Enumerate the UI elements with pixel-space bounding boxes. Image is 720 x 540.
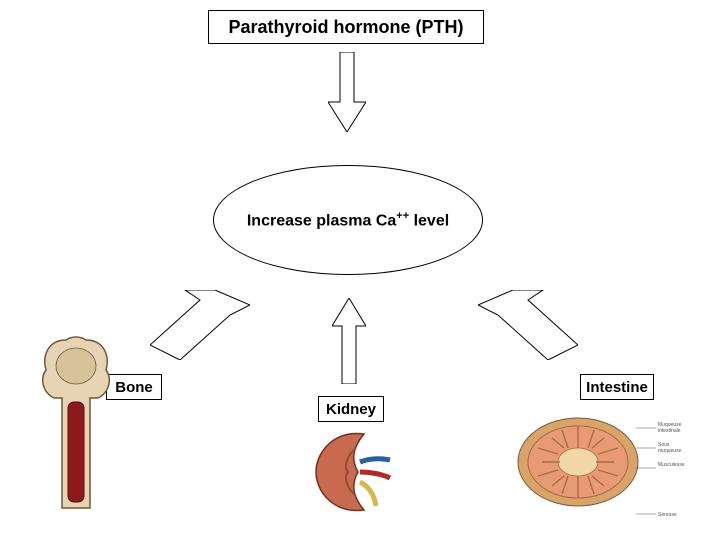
- arrow-from-intestine: [478, 290, 578, 360]
- bone-illustration: [36, 336, 116, 516]
- svg-text:muqueuse: muqueuse: [658, 448, 682, 454]
- intestine-label-box: Intestine: [580, 374, 654, 400]
- kidney-illustration: [310, 428, 394, 516]
- intestine-label: Intestine: [586, 379, 648, 396]
- intestine-illustration: Muqueuse intestinale Sous muqueuse Muscu…: [506, 404, 706, 524]
- center-text: Increase plasma Ca++ level: [247, 210, 449, 230]
- center-ellipse: Increase plasma Ca++ level: [213, 165, 483, 275]
- center-text-main: Increase plasma Ca: [247, 212, 396, 229]
- center-text-after: level: [409, 212, 449, 229]
- svg-text:intestinale: intestinale: [658, 428, 681, 434]
- kidney-label: Kidney: [326, 401, 376, 418]
- arrow-from-bone: [150, 290, 250, 360]
- arrow-down: [328, 52, 366, 132]
- kidney-label-box: Kidney: [318, 396, 384, 422]
- arrow-from-kidney: [332, 298, 366, 384]
- title-box: Parathyroid hormone (PTH): [208, 10, 484, 44]
- title-text: Parathyroid hormone (PTH): [228, 17, 463, 38]
- center-text-sup: ++: [396, 210, 409, 222]
- bone-label: Bone: [115, 379, 153, 396]
- svg-text:Séreuse: Séreuse: [658, 512, 677, 518]
- svg-text:Musculeuse: Musculeuse: [658, 462, 685, 468]
